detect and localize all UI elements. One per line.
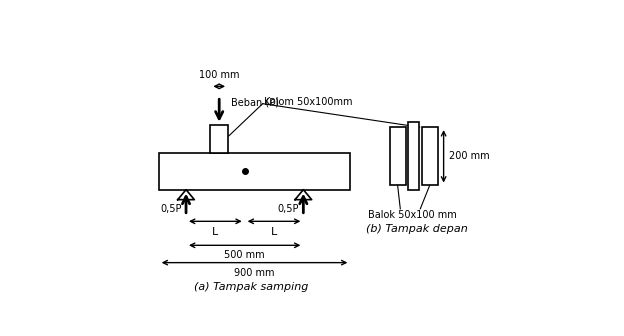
Text: 0,5P: 0,5P — [160, 204, 182, 214]
Text: 200 mm: 200 mm — [449, 151, 489, 161]
Text: (b) Tampak depan: (b) Tampak depan — [366, 224, 468, 234]
Bar — [422, 127, 437, 185]
Text: 0,5P: 0,5P — [278, 204, 300, 214]
Text: Beban (P): Beban (P) — [232, 97, 280, 107]
Text: L: L — [212, 227, 218, 237]
Bar — [408, 122, 419, 191]
Bar — [210, 125, 228, 153]
Text: L: L — [271, 227, 277, 237]
Text: 500 mm: 500 mm — [225, 250, 265, 260]
Text: (a) Tampak samping: (a) Tampak samping — [194, 282, 308, 292]
Text: Kolom 50x100mm: Kolom 50x100mm — [264, 97, 352, 107]
Text: Balok 50x100 mm: Balok 50x100 mm — [368, 210, 456, 220]
Bar — [158, 153, 350, 190]
Text: 100 mm: 100 mm — [199, 70, 240, 80]
Text: 900 mm: 900 mm — [234, 268, 275, 278]
Bar — [389, 127, 406, 185]
